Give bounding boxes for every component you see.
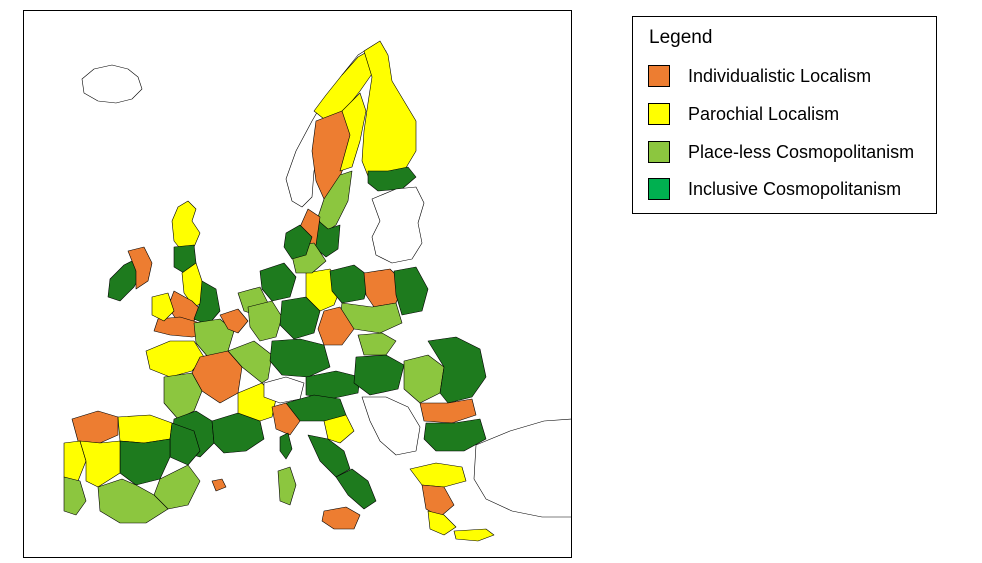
region-greece-s	[427, 510, 457, 536]
region-finland-south	[367, 166, 417, 192]
legend-label: Place-less Cosmopolitanism	[688, 141, 915, 162]
region-slovakia	[357, 332, 397, 356]
region-denmark	[283, 224, 313, 260]
region-germany-s	[269, 338, 331, 378]
region-greece-c	[421, 484, 455, 518]
region-greece-n	[409, 462, 467, 488]
legend-item-parochial-localism: Parochial Localism	[648, 102, 839, 126]
region-baltics	[371, 186, 425, 264]
region-germany-w	[247, 300, 283, 342]
legend: Legend Individualistic Localism Parochia…	[632, 16, 937, 214]
region-belgium	[219, 308, 249, 334]
region-france-w	[163, 372, 203, 420]
legend-item-inclusive-cosmopolitanism: Inclusive Cosmopolitanism	[648, 177, 901, 201]
region-crete	[453, 528, 495, 542]
region-ireland-east	[127, 246, 153, 290]
legend-swatch-parochial	[648, 103, 670, 125]
region-sardinia	[277, 466, 297, 506]
region-portugal-s	[63, 476, 87, 516]
region-italy-ne	[323, 414, 355, 444]
region-spain-s	[97, 478, 169, 524]
region-hungary	[353, 354, 405, 396]
region-balearic	[211, 478, 227, 492]
legend-swatch-individualistic	[648, 65, 670, 87]
map-canvas	[63, 40, 571, 542]
region-italy-c	[307, 434, 351, 478]
region-spain-n	[117, 414, 173, 444]
region-italy-nw	[271, 402, 301, 436]
region-spain-w	[79, 440, 121, 488]
region-romania-e	[427, 336, 487, 404]
region-poland-e	[393, 266, 429, 316]
region-switzerland	[263, 376, 305, 404]
region-romania-w	[403, 354, 445, 404]
legend-swatch-placeless	[648, 141, 670, 163]
europe-map	[23, 10, 572, 558]
region-czech	[317, 306, 355, 346]
legend-item-placeless-cosmopolitanism: Place-less Cosmopolitanism	[648, 140, 914, 164]
region-austria	[305, 370, 361, 400]
legend-item-individualistic-localism: Individualistic Localism	[648, 64, 871, 88]
region-scotland-north	[171, 200, 201, 252]
region-balkans	[361, 396, 421, 456]
region-france-e	[227, 340, 273, 384]
region-spain-c	[119, 438, 171, 486]
region-spain-nw	[71, 410, 119, 444]
region-portugal-n	[63, 440, 87, 482]
region-sicily	[321, 506, 361, 530]
region-iceland	[81, 64, 143, 104]
region-germany-nw	[259, 262, 297, 302]
legend-title: Legend	[649, 27, 713, 48]
region-finland	[361, 40, 417, 184]
region-wales	[151, 292, 175, 322]
region-bulgaria	[423, 418, 487, 452]
region-sweden-mid	[339, 92, 367, 172]
legend-label: Individualistic Localism	[688, 65, 872, 86]
region-italy-s	[335, 468, 377, 510]
legend-swatch-inclusive	[648, 178, 670, 200]
legend-label: Inclusive Cosmopolitanism	[688, 178, 902, 199]
legend-label: Parochial Localism	[688, 103, 840, 124]
region-corsica	[279, 432, 293, 460]
region-romania-s	[419, 398, 477, 424]
region-turkey	[473, 418, 571, 518]
region-poland-w	[329, 264, 371, 304]
